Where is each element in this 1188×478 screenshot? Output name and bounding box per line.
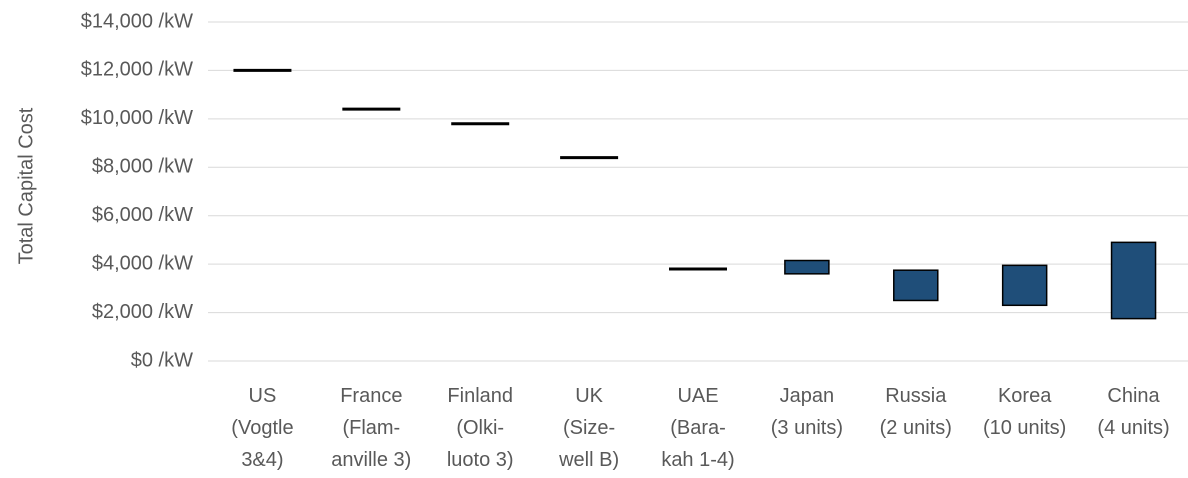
x-category-label-line: (3 units) (771, 417, 843, 439)
cost-range-bar (893, 269, 939, 302)
x-category-label-line: (Bara- (670, 417, 726, 439)
y-tick-label: $8,000 /kW (92, 156, 193, 178)
x-category-label-line: UAE (677, 385, 718, 407)
x-category-label-line: UK (575, 385, 603, 407)
y-tick-label: $0 /kW (131, 349, 193, 371)
x-category-label: UAE (Bara-kah 1-4) (661, 385, 734, 471)
x-category-label-line: US (249, 385, 277, 407)
x-category-label: Russia (2 units) (880, 385, 952, 439)
x-category-label-line: 3&4) (241, 449, 283, 471)
x-category-label-line: anville 3) (331, 449, 411, 471)
x-category-label: France (Flam-anville 3) (331, 385, 411, 471)
x-category-label-line: kah 1-4) (661, 449, 734, 471)
y-tick-label: $4,000 /kW (92, 252, 193, 274)
y-tick-label: $14,000 /kW (81, 10, 193, 32)
x-category-label-line: (Olki- (456, 417, 504, 439)
x-category-label-line: France (340, 385, 402, 407)
x-category-label-line: China (1107, 385, 1160, 407)
y-tick-label: $10,000 /kW (81, 107, 193, 129)
y-axis-title: Total Capital Cost (15, 107, 37, 264)
x-category-label-line: (Flam- (342, 417, 400, 439)
x-category-label: Korea (10 units) (983, 385, 1066, 439)
y-tick-label: $2,000 /kW (92, 301, 193, 323)
y-axis-tick-labels: $0 /kW $2,000 /kW $4,000 /kW $6,000 /kW $8,0… (81, 10, 193, 371)
gridlines (208, 21, 1188, 362)
x-category-label-line: (2 units) (880, 417, 952, 439)
x-category-label-line: (10 units) (983, 417, 1066, 439)
x-category-label-line: Korea (998, 385, 1052, 407)
cost-range-bar (784, 259, 830, 275)
x-category-label-line: Russia (885, 385, 947, 407)
x-category-label: Japan (3 units) (771, 385, 843, 439)
x-category-label-line: luoto 3) (447, 449, 514, 471)
cost-range-bar (1110, 241, 1157, 320)
x-category-label-line: well B) (558, 449, 619, 471)
x-category-label-line: (4 units) (1097, 417, 1169, 439)
range-bars (233, 68, 1157, 320)
y-tick-label: $6,000 /kW (92, 204, 193, 226)
y-tick-label: $12,000 /kW (81, 59, 193, 81)
cost-range-bar (1001, 264, 1048, 307)
x-category-label: China (4 units) (1097, 385, 1169, 439)
x-category-label: US (Vogtle 3&4) (231, 385, 293, 471)
x-axis-category-labels: US (Vogtle 3&4) France (Flam-anville 3) Finla… (231, 385, 1169, 471)
x-category-label-line: Japan (780, 385, 835, 407)
x-category-label-line: (Vogtle (231, 417, 293, 439)
x-category-label: UK (Size-well B) (558, 385, 619, 471)
x-category-label: Finland (Olki-luoto 3) (447, 385, 514, 471)
x-category-label-line: (Size- (563, 417, 615, 439)
x-category-label-line: Finland (447, 385, 513, 407)
